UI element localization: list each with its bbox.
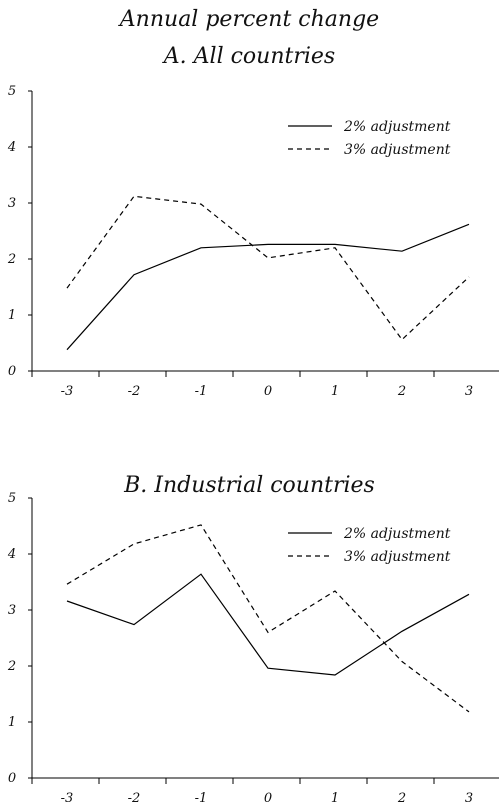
panel-b-x-tick-label: 1 [331, 791, 339, 806]
panel-a-series-3pct-line [66, 195, 470, 341]
panel-b-x-tick-label: -2 [128, 791, 141, 806]
panel-a-y-tick-label: 1 [8, 308, 16, 323]
panel-b-y-tick-label: 0 [8, 771, 16, 786]
panel-a-x-tick-label: 2 [397, 384, 406, 399]
panel-a-x-tick-label: -2 [128, 384, 141, 399]
panel-a-x-tick-label: 1 [331, 384, 339, 399]
panel-a-title: A. All countries [163, 44, 336, 69]
panel-b-series-2pct-line [66, 573, 470, 676]
panel-b-y-tick-label: 5 [8, 491, 16, 506]
figure-title: Annual percent change [119, 7, 380, 32]
panel-a-legend-label: 3% adjustment [344, 142, 451, 158]
panel-a-x-tick-label: -1 [195, 384, 208, 399]
panel-a-legend-label: 2% adjustment [343, 119, 451, 135]
panel-b-title: B. Industrial countries [124, 473, 375, 498]
panel-a-x-tick-label: 0 [264, 384, 272, 399]
panel-b-y-tick-label: 4 [7, 547, 16, 562]
panel-b-legend-label: 3% adjustment [344, 549, 451, 565]
panel-b-x-tick-label: -1 [195, 791, 208, 806]
panel-b-y-tick-label: 1 [8, 715, 16, 730]
panel-a-y-tick-label: 3 [8, 196, 16, 211]
chart-panel-b: 0 1 2 3 4 5 -3 -2 -1 0 1 2 3 2% adjustment 3% adjustme… [7, 491, 499, 806]
panel-b-x-tick-label: 0 [264, 791, 272, 806]
chart-panel-a: 0 1 2 3 4 5 -3 -2 -1 0 1 2 3 2% adjustment 3% adjustme… [7, 84, 499, 399]
panel-a-y-tick-label: 4 [7, 140, 16, 155]
panel-b-legend-label: 2% adjustment [343, 526, 451, 542]
panel-b-x-tick-label: -3 [61, 791, 74, 806]
panel-b-series-3pct-line [66, 524, 470, 713]
panel-b-x-tick-label: 2 [397, 791, 406, 806]
panel-b-y-tick-label: 2 [7, 659, 16, 674]
panel-a-x-tick-label: 3 [465, 384, 473, 399]
panel-a-x-tick-label: -3 [61, 384, 74, 399]
panel-a-y-tick-label: 2 [7, 252, 16, 267]
panel-a-y-tick-label: 5 [8, 84, 16, 99]
panel-a-series-2pct-line [66, 223, 470, 351]
panel-a-y-tick-label: 0 [8, 364, 16, 379]
panel-b-x-tick-label: 3 [465, 791, 473, 806]
panel-b-y-tick-label: 3 [8, 603, 16, 618]
